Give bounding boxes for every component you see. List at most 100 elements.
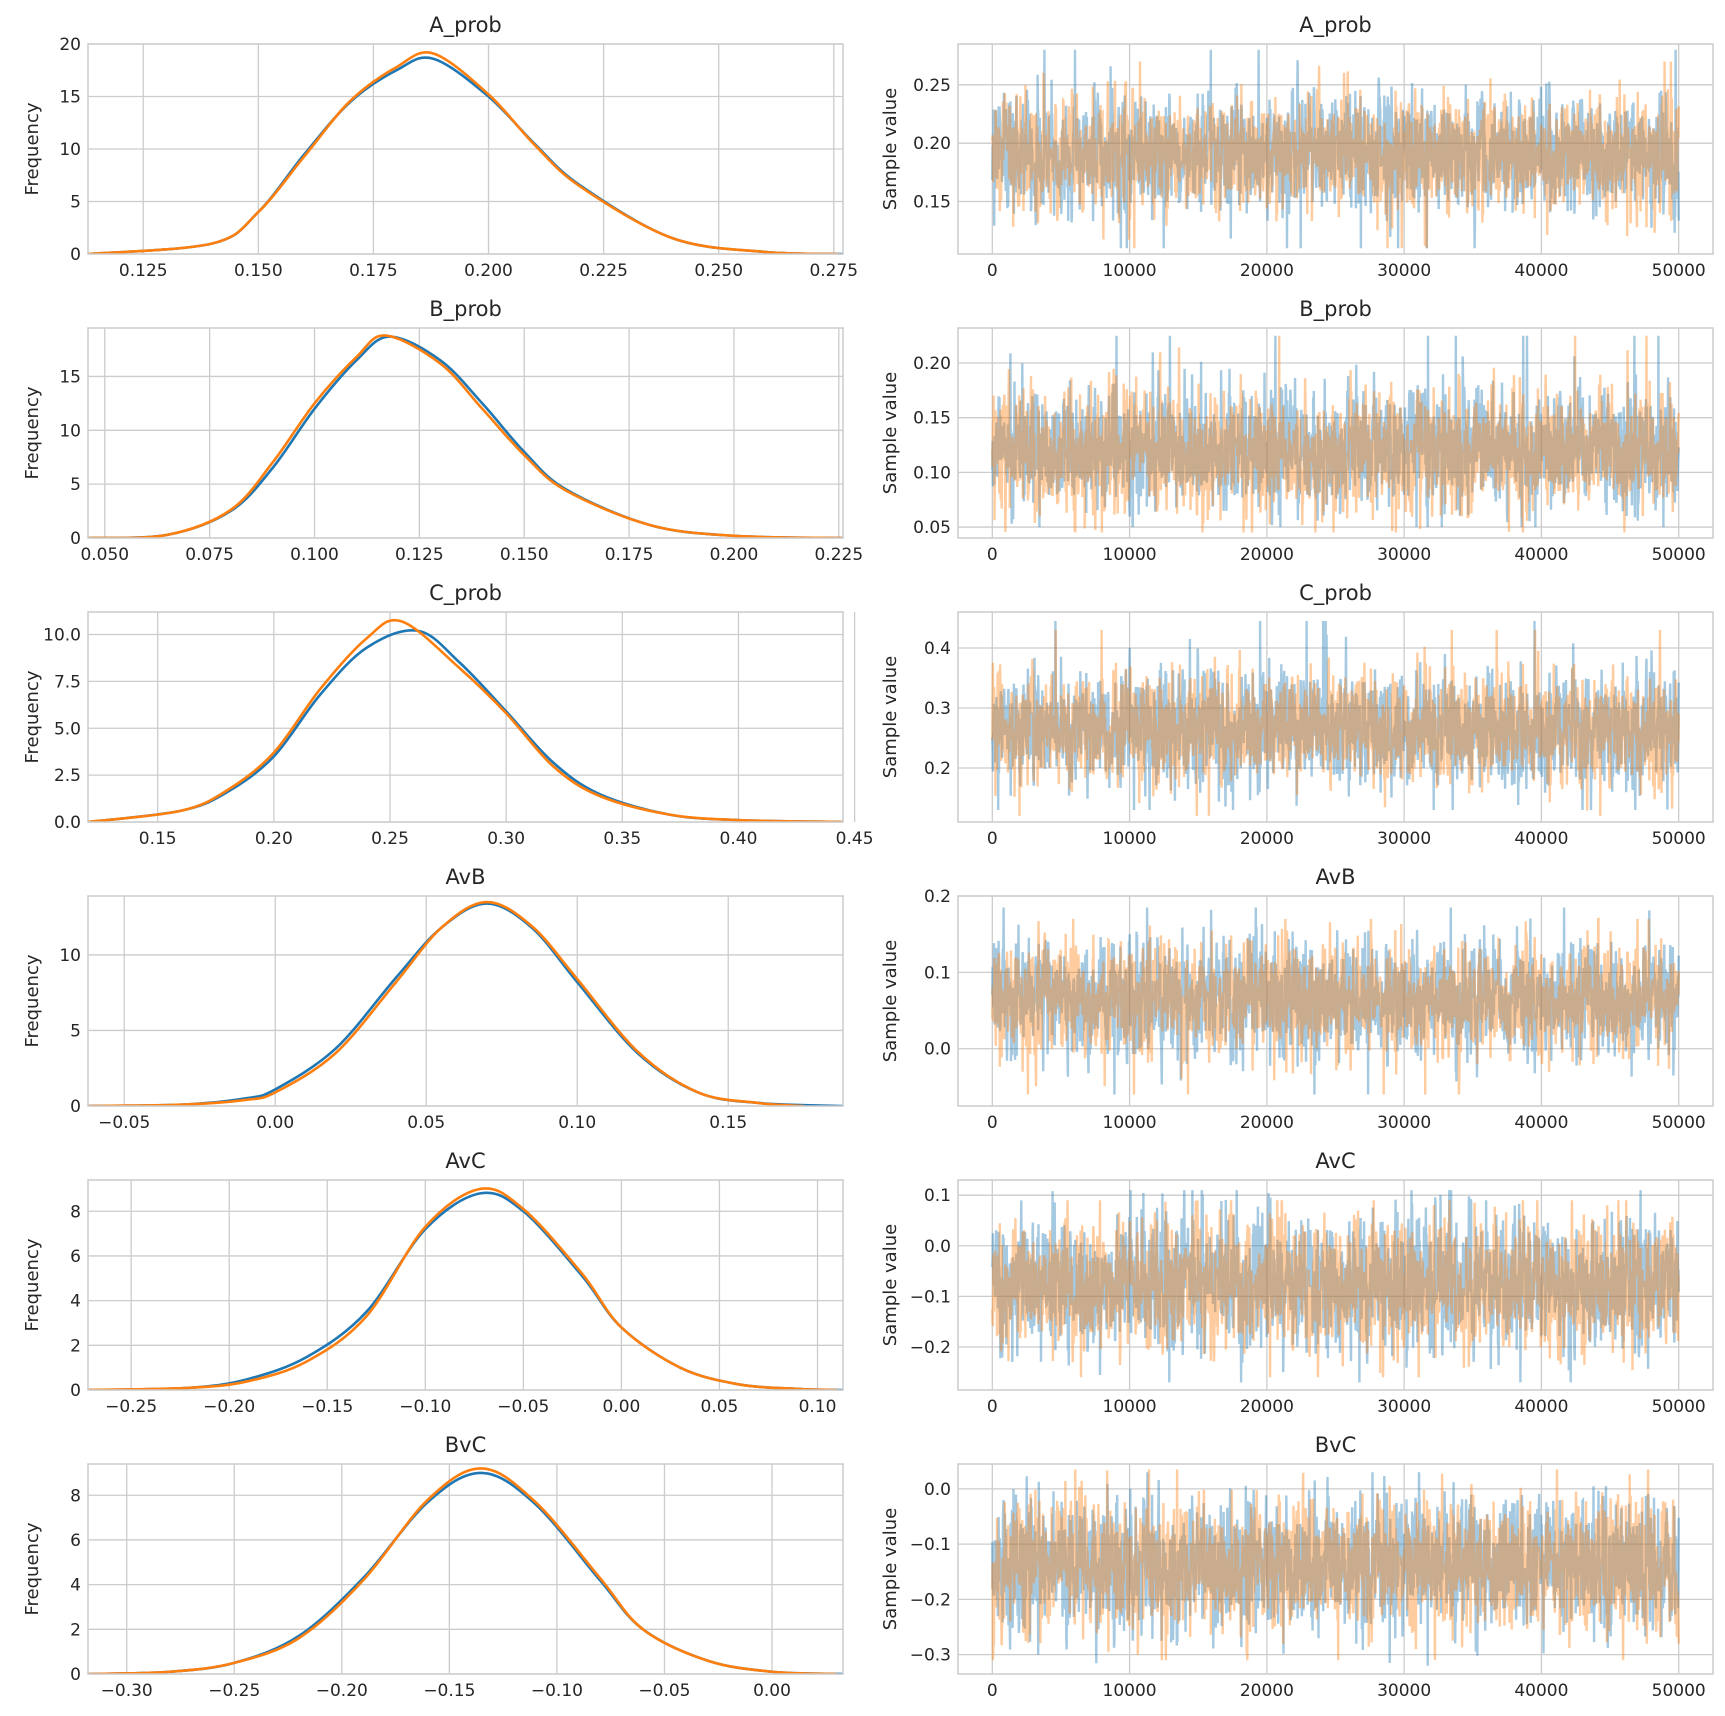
- y-tick-label: 0.4: [924, 639, 951, 659]
- y-axis-label: Sample value: [880, 940, 901, 1062]
- y-tick-label: 20: [59, 35, 81, 55]
- trace-series-line: [991, 1472, 1680, 1666]
- x-tick-label: 10000: [1103, 829, 1157, 849]
- y-tick-label: −0.2: [910, 1590, 951, 1610]
- x-tick-label: −0.15: [301, 1397, 353, 1417]
- x-tick-label: 0.150: [500, 545, 549, 565]
- axes-frame: [87, 611, 844, 823]
- y-tick-label: 2: [70, 1336, 81, 1356]
- panel-title: B_prob: [1299, 297, 1372, 322]
- y-tick-label: 4: [70, 1292, 81, 1312]
- x-tick-label: 10000: [1103, 1681, 1157, 1701]
- x-tick-label: 0: [987, 1397, 998, 1417]
- panel-title: A_prob: [1299, 13, 1372, 38]
- plot-area: [88, 618, 843, 822]
- panel-kde-c-prob: 0.15 0.20 0.25 0.30 0.35 0.40 0.45 0.0 2.5 5.0 7.5…: [22, 581, 874, 849]
- y-tick-label: 0.05: [913, 518, 951, 538]
- x-tick-label: −0.30: [101, 1681, 153, 1701]
- x-tick-label: 0.075: [185, 545, 234, 565]
- panel-kde-a-prob: 0.125 0.150 0.175 0.200 0.225 0.250 0.275 0 5 10 1…: [22, 13, 858, 281]
- x-tick-label: 0: [987, 1113, 998, 1133]
- y-tick-label: 0.0: [924, 1480, 951, 1500]
- y-tick-label: 0.2: [924, 887, 951, 907]
- panel-kde-avb: −0.05 0.00 0.05 0.10 0.15 0 5 10 AvB Frequency: [22, 865, 844, 1133]
- y-axis-label: Frequency: [22, 670, 43, 763]
- plot-area: [991, 620, 1680, 817]
- x-tick-label: 0.00: [602, 1397, 640, 1417]
- y-tick-label: −0.3: [910, 1646, 951, 1666]
- x-tick-label: −0.05: [98, 1113, 150, 1133]
- x-tick-label: 30000: [1377, 261, 1431, 281]
- x-tick-label: 0.05: [701, 1397, 739, 1417]
- y-tick-label: 0.15: [913, 193, 951, 213]
- y-tick-label: 6: [70, 1531, 81, 1551]
- trace-series-line: [991, 629, 1680, 817]
- y-tick-label: 0: [70, 529, 81, 549]
- y-tick-label: 0.1: [924, 1186, 951, 1206]
- x-tick-label: 0.10: [799, 1397, 837, 1417]
- x-tick-label: 50000: [1652, 1113, 1706, 1133]
- y-tick-label: 0: [70, 245, 81, 265]
- x-tick-label: 0.200: [464, 261, 513, 281]
- axes-frame: [87, 327, 844, 539]
- trace-series-line: [991, 335, 1680, 533]
- y-axis-label: Sample value: [880, 1508, 901, 1630]
- y-tick-label: 0.0: [924, 1040, 951, 1060]
- x-tick-label: 40000: [1514, 1113, 1568, 1133]
- panel-trace-bvc: 0 10000 20000 30000 40000 50000 −0.3 −0.2 −0.1 0.…: [880, 1433, 1714, 1701]
- trace-series-line: [991, 1469, 1680, 1661]
- panel-title: C_prob: [429, 581, 502, 606]
- panel-trace-a-prob: 0 10000 20000 30000 40000 50000 0.15 0.20 0.25 A_…: [880, 13, 1714, 281]
- y-tick-label: 5: [70, 475, 81, 495]
- x-tick-label: 0.125: [119, 261, 168, 281]
- x-tick-label: 20000: [1240, 829, 1294, 849]
- x-tick-label: −0.10: [531, 1681, 583, 1701]
- x-tick-label: 0.225: [579, 261, 628, 281]
- trace-series-line: [991, 1190, 1680, 1383]
- panel-title: BvC: [445, 1433, 487, 1457]
- plot-area: [88, 1187, 843, 1390]
- y-axis-label: Sample value: [880, 372, 901, 494]
- y-tick-label: 10.0: [43, 626, 81, 646]
- y-tick-label: 0.0: [924, 1237, 951, 1257]
- x-tick-label: −0.25: [105, 1397, 157, 1417]
- panel-kde-b-prob: 0.050 0.075 0.100 0.125 0.150 0.175 0.200 0.225…: [22, 297, 863, 565]
- y-tick-label: 0.3: [924, 699, 951, 719]
- x-tick-label: 20000: [1240, 1397, 1294, 1417]
- plot-area: [991, 49, 1680, 249]
- kde-series-line: [88, 1191, 843, 1390]
- y-axis-label: Frequency: [22, 386, 43, 479]
- panel-title: A_prob: [429, 13, 502, 38]
- y-tick-label: 0: [70, 1381, 81, 1401]
- y-tick-label: 7.5: [54, 672, 81, 692]
- y-tick-label: 4: [70, 1576, 81, 1596]
- y-tick-label: 0: [70, 1097, 81, 1117]
- plot-area: [991, 1190, 1680, 1383]
- axes-frame: [957, 1179, 1714, 1391]
- x-tick-label: 0.175: [605, 545, 654, 565]
- x-tick-label: 0: [987, 829, 998, 849]
- trace-series-line: [991, 61, 1680, 249]
- x-tick-label: 40000: [1514, 1681, 1568, 1701]
- x-tick-label: −0.05: [638, 1681, 690, 1701]
- x-tick-label: −0.10: [399, 1397, 451, 1417]
- trace-series-line: [991, 1200, 1680, 1378]
- x-tick-label: −0.05: [497, 1397, 549, 1417]
- kde-series-line: [88, 51, 839, 254]
- panel-trace-b-prob: 0 10000 20000 30000 40000 50000 0.05 0.10 0.15 0.…: [880, 297, 1714, 565]
- panel-kde-avc: −0.25 −0.20 −0.15 −0.10 −0.05 0.00 0.05 0.10 0 2 4…: [22, 1149, 844, 1417]
- plot-area: [88, 51, 843, 254]
- y-tick-label: 2: [70, 1620, 81, 1640]
- x-tick-label: 50000: [1652, 829, 1706, 849]
- panel-title: AvB: [446, 865, 486, 889]
- x-tick-label: 0: [987, 1681, 998, 1701]
- axes-frame: [87, 1179, 844, 1391]
- panel-title: AvB: [1316, 865, 1356, 889]
- x-tick-label: 0.200: [710, 545, 759, 565]
- panel-title: BvC: [1315, 1433, 1357, 1457]
- x-tick-label: 40000: [1514, 1397, 1568, 1417]
- y-axis-label: Sample value: [880, 1224, 901, 1346]
- axes-frame: [957, 611, 1714, 823]
- panel-trace-avb: 0 10000 20000 30000 40000 50000 0.0 0.1 0.2 AvB Sa…: [880, 865, 1714, 1133]
